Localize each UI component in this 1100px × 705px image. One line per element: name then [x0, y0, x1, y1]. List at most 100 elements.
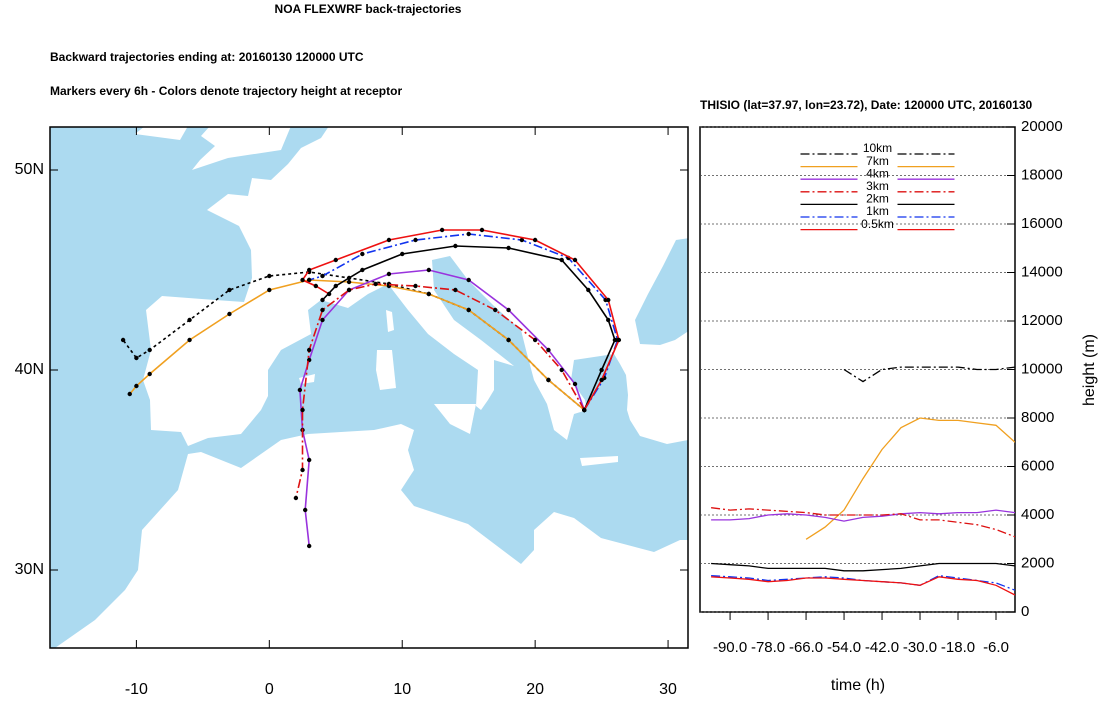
trajectory-marker	[293, 495, 299, 501]
y-tick-label: 20000	[1021, 118, 1063, 135]
trajectory-marker	[320, 317, 325, 323]
trajectory-marker	[320, 297, 325, 303]
legend-label: 7km	[866, 154, 889, 168]
legend-label: 4km	[866, 166, 889, 180]
trajectory-marker	[360, 267, 365, 273]
trajectory-marker	[506, 307, 511, 313]
height-line	[805, 417, 1015, 540]
trajectory-marker	[134, 355, 139, 361]
trajectory-marker	[320, 307, 325, 313]
legend-label: 0.5km	[861, 217, 894, 231]
map-subtitle: Backward trajectories ending at: 2016013…	[50, 50, 364, 64]
x-tick-label: 10	[393, 681, 411, 698]
trajectory-marker	[147, 371, 152, 377]
land-corsica	[386, 310, 394, 332]
trajectory-marker	[306, 543, 312, 549]
trajectory-marker	[300, 277, 305, 283]
trajectory-marker	[506, 337, 511, 343]
trajectory-marker	[386, 237, 392, 243]
trajectory-marker	[453, 243, 458, 249]
trajectory-marker	[306, 267, 312, 273]
trajectory-marker	[546, 377, 551, 383]
y-tick-label: 6000	[1021, 457, 1054, 474]
trajectory-marker	[300, 467, 305, 473]
trajectory-marker	[400, 251, 405, 257]
x-tick-label: -18.0	[941, 639, 975, 656]
trajectory-marker	[546, 347, 551, 353]
land-crete	[580, 456, 618, 466]
trajectory-marker	[559, 257, 564, 263]
trajectory-marker	[313, 283, 319, 289]
trajectory-marker	[134, 383, 139, 389]
height-line	[711, 562, 1015, 572]
trajectory-marker	[120, 337, 126, 343]
trajectory-marker	[413, 237, 418, 243]
trajectory-marker	[333, 257, 338, 263]
y-tick-label: 50N	[15, 161, 44, 178]
trajectory	[321, 245, 616, 411]
height-line	[711, 509, 1015, 522]
trajectory-marker	[466, 307, 471, 313]
trajectory-marker	[532, 237, 538, 243]
trajectory-marker	[606, 297, 611, 303]
land-sardinia	[376, 350, 396, 390]
trajectory-marker	[426, 267, 432, 273]
trajectory-marker	[320, 273, 325, 279]
trajectory-marker	[493, 307, 498, 313]
trajectory-marker	[300, 407, 305, 413]
x-tick-label: -30.0	[903, 639, 937, 656]
y-tick-label: 4000	[1021, 506, 1054, 523]
x-tick-label: 30	[659, 681, 677, 698]
trajectory-marker	[326, 291, 332, 297]
trajectory-marker	[506, 245, 511, 251]
x-tick-label: -78.0	[751, 639, 785, 656]
height-line	[711, 576, 1015, 596]
trajectory-marker	[606, 317, 611, 323]
land-ireland	[135, 127, 188, 140]
y-tick-label: 18000	[1021, 166, 1063, 183]
trajectory-marker	[267, 273, 272, 279]
trajectory-marker	[616, 337, 622, 343]
trajectory-marker	[187, 337, 192, 343]
x-axis-label: time (h)	[831, 677, 885, 694]
legend-label: 10km	[863, 141, 892, 155]
land-sicily	[434, 404, 476, 434]
y-tick-label: 10000	[1021, 360, 1063, 377]
trajectory-marker	[466, 277, 471, 283]
trajectory-marker	[599, 377, 604, 383]
y-tick-label: 0	[1021, 603, 1029, 620]
legend-label: 1km	[866, 204, 889, 218]
trajectory-marker	[599, 367, 604, 373]
y-tick-label: 12000	[1021, 312, 1063, 329]
trajectory-marker	[479, 227, 485, 233]
trajectory-marker	[373, 281, 378, 287]
x-tick-label: -54.0	[827, 639, 861, 656]
x-tick-label: -90.0	[713, 639, 747, 656]
trajectory-marker	[582, 407, 587, 413]
trajectory-marker	[519, 237, 525, 243]
land-britain	[192, 127, 291, 170]
trajectory-marker	[297, 387, 303, 393]
trajectory-marker	[466, 231, 471, 237]
trajectory-marker	[306, 457, 312, 463]
trajectory-marker	[346, 279, 352, 285]
trajectory-marker	[386, 271, 392, 277]
trajectory-marker	[559, 367, 564, 373]
trajectory-marker	[147, 347, 152, 353]
trajectories	[120, 227, 622, 549]
trajectory-marker	[413, 283, 418, 289]
x-tick-label: 20	[526, 681, 544, 698]
y-tick-label: 14000	[1021, 263, 1063, 280]
y-axis-label: height (m)	[1081, 334, 1098, 406]
legend-label: 2km	[866, 192, 889, 206]
map-title: NOA FLEXWRF back-trajectories	[275, 2, 462, 16]
trajectory	[129, 279, 585, 411]
height-line	[843, 366, 1015, 383]
trajectory-marker	[453, 287, 458, 293]
black-sea	[635, 238, 688, 345]
x-tick-label: -66.0	[789, 639, 823, 656]
height-line	[711, 574, 1015, 591]
y-tick-label: 8000	[1021, 409, 1054, 426]
trajectory-marker	[439, 227, 445, 233]
